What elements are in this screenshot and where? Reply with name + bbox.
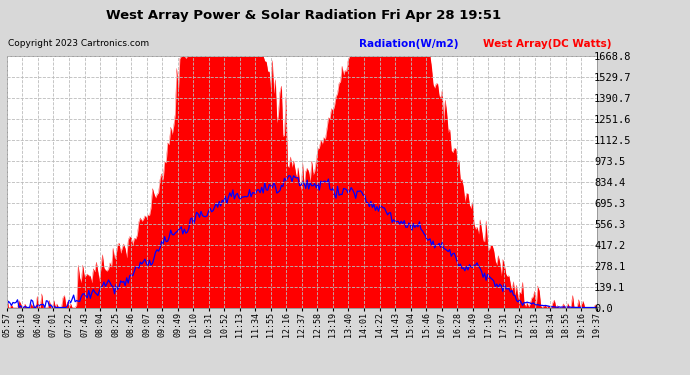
- Text: Copyright 2023 Cartronics.com: Copyright 2023 Cartronics.com: [8, 39, 150, 48]
- Text: West Array Power & Solar Radiation Fri Apr 28 19:51: West Array Power & Solar Radiation Fri A…: [106, 9, 501, 22]
- Text: West Array(DC Watts): West Array(DC Watts): [483, 39, 611, 50]
- Text: Radiation(W/m2): Radiation(W/m2): [359, 39, 458, 50]
